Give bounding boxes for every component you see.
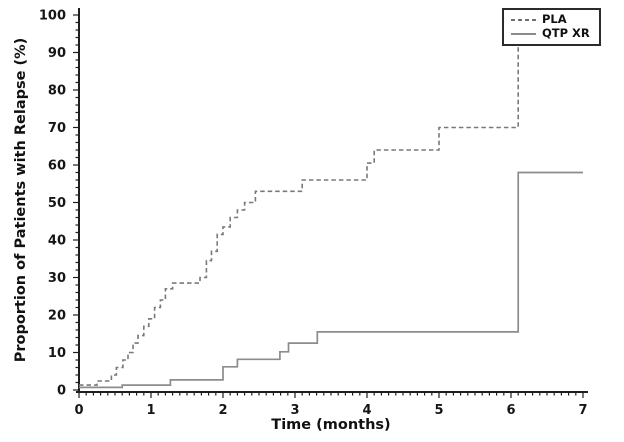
svg-text:30: 30 [48,271,66,286]
legend-entry-pla: PLA [511,13,590,26]
svg-text:40: 40 [48,234,66,249]
svg-text:100: 100 [39,9,66,24]
svg-text:3: 3 [290,403,299,418]
svg-text:50: 50 [48,196,66,211]
legend-label-pla: PLA [542,12,567,26]
svg-text:1: 1 [146,403,155,418]
svg-text:10: 10 [48,346,66,361]
svg-text:2: 2 [218,403,227,418]
legend-entry-qtpxr: QTP XR [511,27,590,40]
legend-label-qtpxr: QTP XR [542,26,590,40]
legend: PLA QTP XR [502,8,601,46]
pla-dashed-line-sample [511,18,536,21]
svg-text:0: 0 [57,384,66,399]
x-axis-title: Time (months) [271,417,391,433]
y-axis-title: Proportion of Patients with Relapse (%) [13,37,29,363]
svg-text:5: 5 [434,403,443,418]
svg-text:20: 20 [48,309,66,324]
svg-text:80: 80 [48,84,66,99]
qtpxr-solid-line-sample [511,32,536,35]
svg-text:0: 0 [74,403,83,418]
svg-text:4: 4 [362,403,371,418]
svg-text:7: 7 [578,403,587,418]
svg-text:90: 90 [48,46,66,61]
svg-text:6: 6 [506,403,515,418]
svg-text:60: 60 [48,159,66,174]
svg-text:70: 70 [48,121,66,136]
